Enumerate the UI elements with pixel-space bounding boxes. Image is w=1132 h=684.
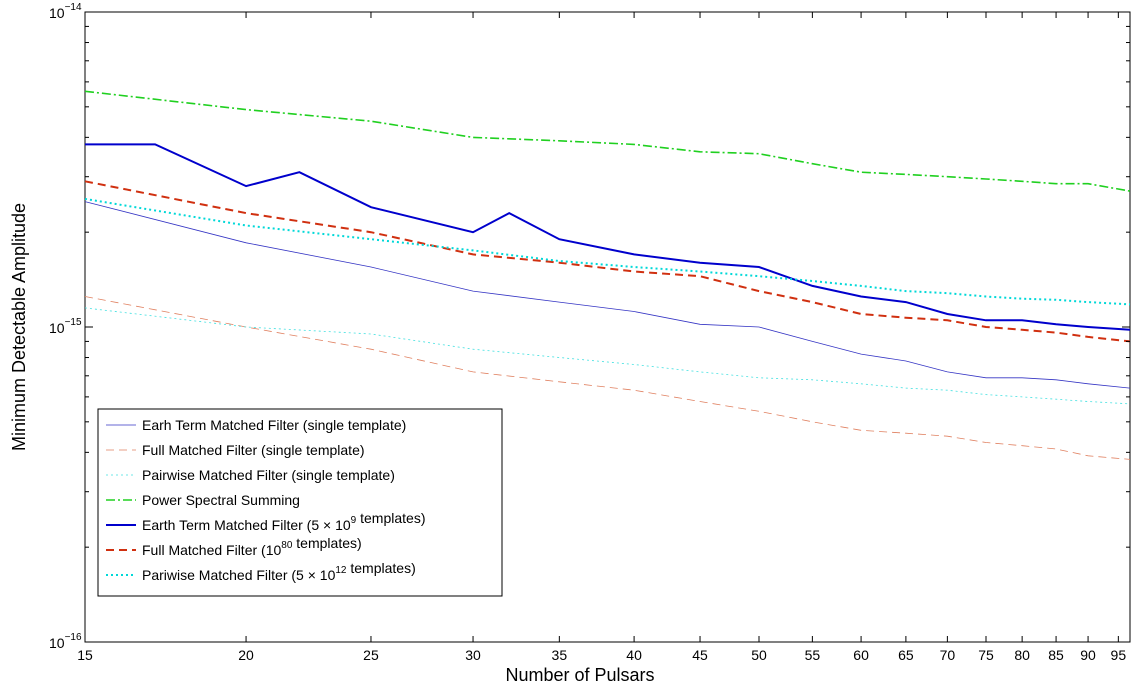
- y-tick-label: 10−16: [49, 632, 82, 651]
- x-tick-label: 30: [465, 647, 481, 663]
- x-tick-label: 65: [898, 647, 914, 663]
- legend-label: Full Matched Filter (1080 templates): [142, 535, 362, 558]
- legend-label: Full Matched Filter (single template): [142, 442, 365, 458]
- legend-label: Earth Term Matched Filter (5 × 109 templ…: [142, 510, 425, 533]
- x-tick-label: 40: [626, 647, 642, 663]
- x-tick-label: 95: [1111, 647, 1127, 663]
- series-layer: [84, 90, 1131, 460]
- x-tick-label: 85: [1048, 647, 1064, 663]
- x-tick-label: 50: [751, 647, 767, 663]
- x-axis-label: Number of Pulsars: [505, 665, 654, 684]
- x-tick-label: 60: [853, 647, 869, 663]
- x-tick-label: 80: [1014, 647, 1030, 663]
- x-tick-label: 75: [978, 647, 994, 663]
- x-tick-label: 25: [363, 647, 379, 663]
- legend: Earh Term Matched Filter (single templat…: [97, 408, 503, 597]
- x-axis: 15 20 25 30 35 40 45 50 55 60 65 70 75 80 85 90 95: [77, 12, 1126, 663]
- legend-label: Earh Term Matched Filter (single templat…: [142, 417, 406, 433]
- legend-box: [97, 408, 503, 597]
- x-tick-label: 35: [552, 647, 568, 663]
- x-tick-label: 70: [940, 647, 956, 663]
- series-line-1: [84, 201, 1131, 389]
- legend-label: Power Spectral Summing: [142, 492, 300, 508]
- series-line-5: [85, 143, 1131, 331]
- series-line-3: [84, 307, 1131, 405]
- x-tick-label: 20: [238, 647, 254, 663]
- legend-label: Pairwise Matched Filter (single template…: [142, 467, 395, 483]
- legend-label: Pariwise Matched Filter (5 × 1012 templa…: [142, 560, 416, 583]
- y-tick-label: 10−14: [49, 2, 82, 21]
- x-tick-label: 45: [692, 647, 708, 663]
- x-tick-label: 15: [77, 647, 93, 663]
- y-axis-label: Minimum Detectable Amplitude: [9, 203, 29, 451]
- y-tick-label: 10−15: [49, 317, 82, 336]
- series-line-4: [84, 90, 1131, 192]
- x-tick-label: 90: [1080, 647, 1096, 663]
- y-axis: 10−14 10−15 10−16: [49, 2, 1130, 651]
- x-tick-label: 55: [805, 647, 821, 663]
